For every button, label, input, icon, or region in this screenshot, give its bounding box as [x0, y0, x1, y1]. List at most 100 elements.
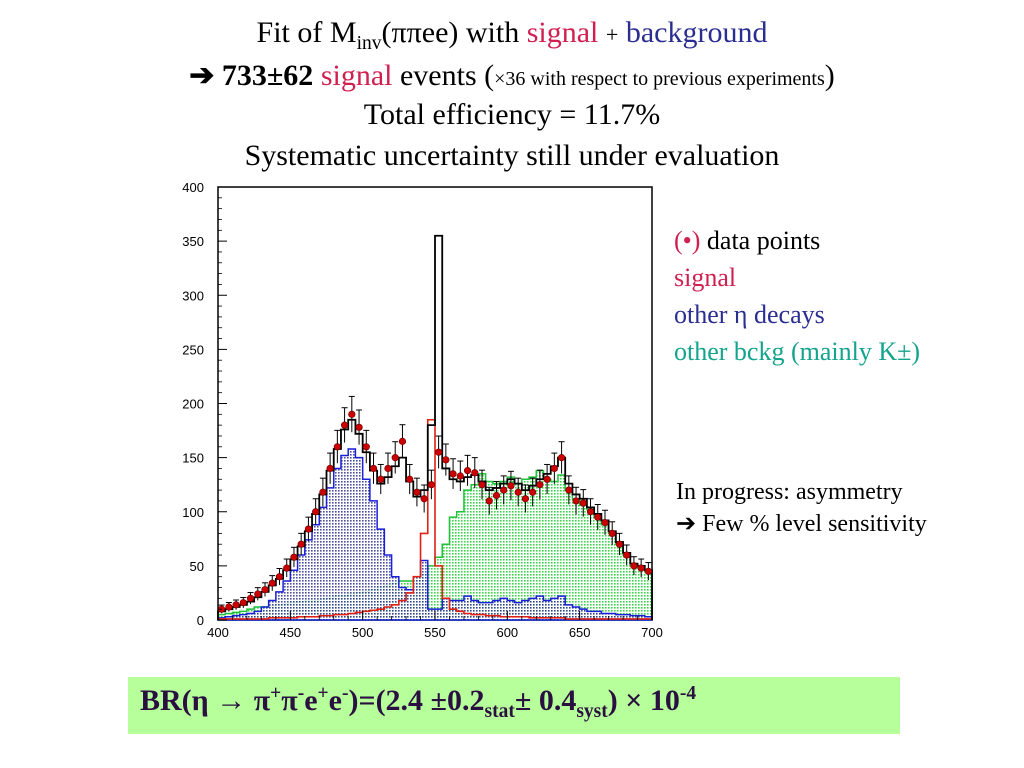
note-line-2: ➔ Few % level sensitivity	[676, 508, 927, 540]
data-point	[355, 423, 363, 431]
x-tick-label: 600	[496, 625, 518, 640]
signal-count: 733±62	[221, 59, 314, 92]
data-point	[406, 475, 414, 483]
br-e-plus: +	[317, 683, 329, 704]
br-e2: e	[328, 684, 342, 717]
efficiency-line: Total efficiency = 11.7%	[363, 98, 661, 131]
x-tick-label: 550	[424, 625, 446, 640]
data-point	[427, 481, 435, 489]
series-total-fit	[217, 234, 653, 620]
data-point	[348, 410, 356, 418]
data-point	[384, 464, 392, 473]
data-point	[601, 518, 609, 527]
br-syst-value: ± 0.4	[514, 684, 577, 717]
data-point	[268, 579, 276, 587]
legend: (•) data points signal other η decays ot…	[674, 222, 920, 370]
data-point	[362, 443, 370, 451]
data-point	[225, 603, 233, 611]
systematics-line: Systematic uncertainty still under evalu…	[244, 139, 780, 172]
times-symbol: ×	[494, 68, 506, 90]
title-signal: signal	[526, 16, 599, 49]
data-point	[442, 456, 450, 464]
data-point	[413, 488, 421, 496]
y-tick-label: 0	[197, 613, 204, 628]
data-point	[456, 472, 464, 480]
br-e1: e	[304, 684, 318, 717]
y-tick-label: 350	[182, 234, 204, 249]
br-pi: π	[281, 684, 298, 717]
data-point	[608, 529, 616, 538]
title-line-1: Fit of Minv(ππee) with signal + backgrou…	[0, 16, 1024, 55]
br-pi-plus: +	[270, 683, 282, 704]
data-point	[369, 464, 378, 473]
x-tick-label: 450	[279, 625, 301, 640]
line2-close: )	[824, 59, 835, 92]
title-prefix: Fit of M	[256, 16, 357, 49]
data-point	[514, 488, 522, 496]
legend-data-points: (•) data points	[674, 222, 920, 259]
br-tail: ) × 10	[607, 684, 680, 717]
data-point	[536, 481, 544, 489]
title-line-2: ➔ 733±62 signal events (×36 with respect…	[0, 58, 1024, 93]
y-tick-label: 250	[182, 342, 204, 357]
legend-signal: signal	[674, 263, 737, 292]
y-tick-label: 400	[182, 180, 204, 195]
data-point	[239, 599, 247, 607]
data-point	[435, 448, 443, 456]
data-point	[420, 495, 428, 503]
data-point	[594, 513, 602, 521]
title-middle: (ππee) with	[381, 16, 527, 49]
br-value: )=(2.4 ±0.2	[348, 684, 485, 717]
data-point	[254, 590, 262, 598]
x-tick-label: 500	[352, 625, 374, 640]
data-point	[586, 508, 595, 516]
data-point	[246, 594, 255, 602]
legend-data-label: data points	[706, 226, 821, 255]
br-stat: stat	[484, 701, 515, 722]
data-point	[485, 497, 493, 505]
data-point	[543, 475, 551, 483]
data-point	[340, 421, 349, 429]
y-tick-label: 300	[182, 288, 204, 303]
note-line-2-text: Few % level sensitivity	[702, 511, 927, 537]
y-tick-label: 200	[182, 397, 204, 412]
arrow-icon: ➔	[676, 511, 697, 537]
y-tick-label: 50	[190, 559, 204, 574]
data-point	[319, 488, 327, 496]
data-point	[463, 467, 472, 475]
data-point	[572, 497, 580, 505]
data-point	[232, 601, 240, 609]
data-point	[471, 469, 479, 477]
data-point	[507, 482, 515, 490]
data-point	[557, 454, 566, 462]
x-tick-label: 700	[641, 625, 663, 640]
title-plus: +	[605, 22, 619, 47]
br-e-minus: -	[341, 683, 349, 704]
data-point	[615, 540, 624, 548]
data-point	[500, 486, 508, 494]
note-line-1: In progress: asymmetry	[676, 479, 903, 505]
br-exponent: -4	[679, 683, 697, 704]
br-prefix: BR(η → π	[140, 684, 271, 717]
legend-other-eta: other η decays	[674, 300, 825, 329]
data-point	[333, 443, 341, 451]
data-point	[550, 464, 558, 473]
data-point	[492, 491, 501, 500]
title-subscript: inv	[356, 33, 382, 54]
data-point	[312, 508, 320, 516]
data-point	[565, 486, 573, 494]
data-point	[304, 525, 313, 533]
progress-note: In progress: asymmetry ➔ Few % level sen…	[676, 476, 927, 540]
title-background: background	[625, 16, 768, 49]
series-signal	[217, 418, 653, 620]
y-tick-label: 100	[182, 505, 204, 520]
data-point	[630, 562, 638, 570]
data-point	[623, 551, 631, 559]
x-tick-label: 400	[207, 625, 229, 640]
line2-events: events (	[399, 59, 495, 92]
data-point	[521, 495, 530, 503]
data-point	[377, 475, 385, 483]
legend-other-bckg: other bckg (mainly K±)	[674, 337, 921, 366]
data-point	[290, 553, 298, 561]
arrow-icon: ➔	[189, 59, 215, 92]
